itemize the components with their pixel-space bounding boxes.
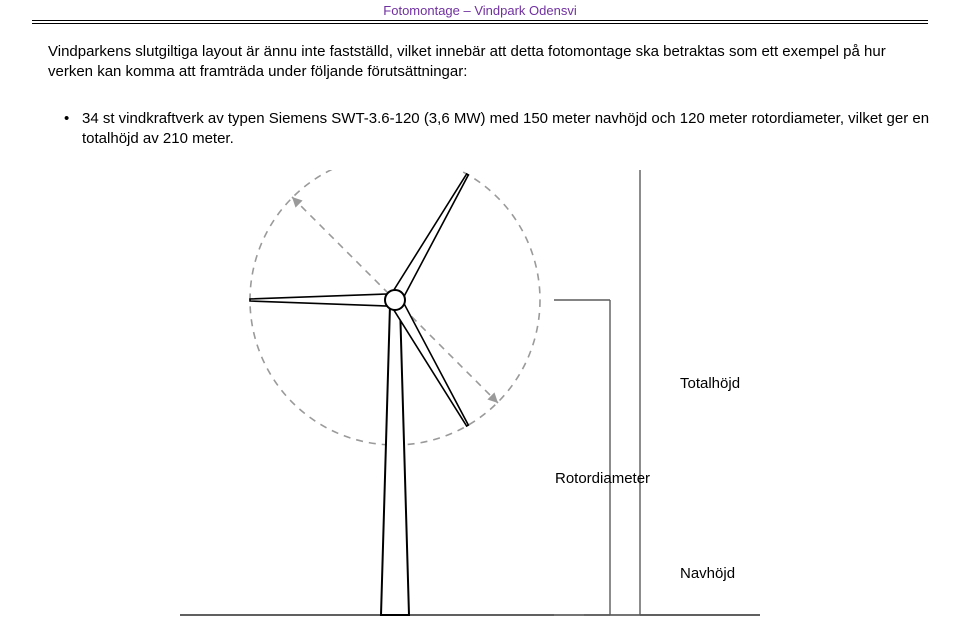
label-totalhojd: Totalhöjd: [680, 375, 740, 392]
label-navhojd: Navhöjd: [680, 565, 735, 582]
label-rotordiameter: Rotordiameter: [555, 470, 650, 487]
bullet-text-line1: 34 st vindkraftverk av typen Siemens SWT…: [82, 110, 929, 127]
header-rule-2: [32, 23, 928, 24]
bullet-text-line2: totalhöjd av 210 meter.: [82, 130, 234, 147]
header-rule-1: [32, 20, 928, 21]
bullet-item: •34 st vindkraftverk av typen Siemens SW…: [64, 110, 929, 127]
turbine-diagram: Totalhöjd Rotordiameter Navhöjd: [120, 170, 820, 630]
page-header-title: Fotomontage – Vindpark Odensvi: [0, 3, 960, 18]
bullet-dot: •: [64, 110, 82, 127]
turbine-svg: [120, 170, 820, 630]
intro-paragraph: Vindparkens slutgiltiga layout är ännu i…: [48, 42, 928, 83]
